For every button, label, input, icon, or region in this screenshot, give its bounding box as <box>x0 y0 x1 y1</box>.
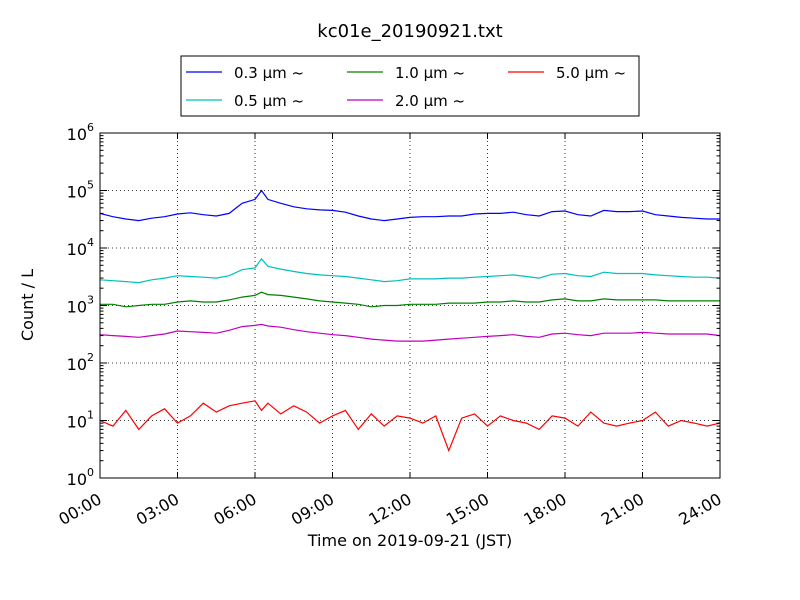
series-line-5 <box>99 400 721 453</box>
grid-lines <box>100 133 720 478</box>
y-tick-label: 105 <box>67 179 94 202</box>
legend-item: 2.0 μm ~ <box>347 92 465 110</box>
series-line-1 <box>99 189 720 222</box>
chart-title: kc01e_20190921.txt <box>317 21 502 42</box>
series-layer <box>99 189 721 453</box>
x-axis-label: Time on 2019-09-21 (JST) <box>307 531 512 550</box>
legend: 0.3 μm ~ 0.5 μm ~ 1.0 μm ~ 2.0 μm ~ 5.0 μm ~ <box>180 55 640 117</box>
legend-item: 5.0 μm ~ <box>508 64 626 82</box>
y-axis-label: Count / L <box>18 269 37 341</box>
legend-label: 0.3 μm ~ <box>234 64 304 82</box>
legend-item: 0.5 μm ~ <box>186 92 304 110</box>
y-tick-label: 104 <box>67 236 94 259</box>
legend-label: 0.5 μm ~ <box>234 92 304 110</box>
legend-item: 0.3 μm ~ <box>186 64 304 82</box>
legend-item: 1.0 μm ~ <box>347 64 465 82</box>
series-line-4 <box>99 323 721 342</box>
legend-label: 5.0 μm ~ <box>556 64 626 82</box>
legend-frame <box>180 55 640 117</box>
legend-label: 1.0 μm ~ <box>395 64 465 82</box>
y-tick-label: 102 <box>67 351 94 374</box>
y-tick-label: 101 <box>67 409 94 432</box>
y-tick-label: 106 <box>67 121 94 144</box>
y-tick-label: 100 <box>67 466 94 489</box>
y-tick-label: 103 <box>67 294 94 317</box>
legend-label: 2.0 μm ~ <box>395 92 465 110</box>
y-tick-labels: 100 101 102 103 104 105 106 <box>67 121 94 489</box>
series-line-2 <box>99 257 721 284</box>
axis-ticks <box>99 132 721 479</box>
series-line-3 <box>100 291 720 308</box>
